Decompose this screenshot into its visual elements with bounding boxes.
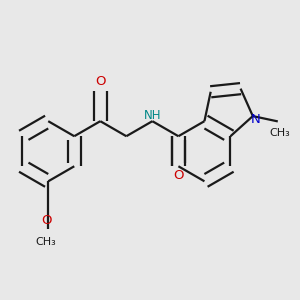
Text: O: O <box>41 214 52 227</box>
Text: N: N <box>251 112 261 126</box>
Text: NH: NH <box>144 109 161 122</box>
Text: CH₃: CH₃ <box>269 128 290 138</box>
Text: O: O <box>95 75 106 88</box>
Text: CH₃: CH₃ <box>35 237 56 247</box>
Text: O: O <box>173 169 184 182</box>
